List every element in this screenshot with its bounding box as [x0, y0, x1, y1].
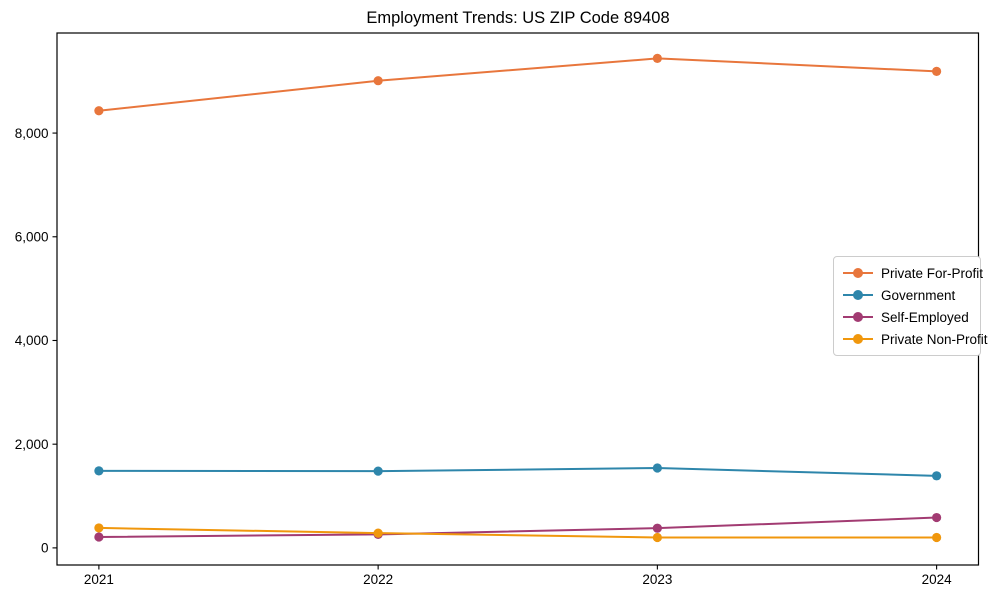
legend-label: Private Non-Profit [881, 331, 988, 347]
data-point [932, 471, 942, 481]
y-tick-label: 0 [41, 541, 49, 556]
series-line [98, 57, 937, 112]
data-point [94, 466, 104, 476]
data-point [373, 76, 383, 86]
legend-swatch-line-dot-icon [843, 334, 873, 344]
data-point [373, 528, 383, 538]
data-point [94, 106, 104, 116]
legend-label: Self-Employed [881, 309, 969, 325]
y-tick-label: 2,000 [15, 437, 49, 452]
data-point [94, 532, 104, 542]
legend-item: Government [843, 284, 972, 306]
x-tick-label: 2024 [922, 572, 953, 587]
legend-item: Self-Employed [843, 306, 972, 328]
y-tick-label: 6,000 [15, 229, 49, 244]
data-point [932, 66, 942, 76]
x-tick-label: 2021 [84, 572, 114, 587]
legend-item: Private For-Profit [843, 262, 983, 284]
legend-swatch-line-dot-icon [843, 312, 873, 322]
data-point [932, 532, 942, 543]
y-tick-label: 4,000 [15, 333, 49, 348]
series-line [98, 526, 937, 539]
series-line [98, 516, 937, 538]
legend: Private For-Profit Government Self-Emplo… [833, 256, 988, 356]
x-tick-label: 2023 [642, 572, 672, 587]
chart-title: Employment Trends: US ZIP Code 89408 [366, 9, 670, 27]
legend-item: Private Non-Profit [843, 328, 988, 350]
data-point [932, 512, 942, 523]
data-point [652, 523, 662, 533]
y-tick-label: 8,000 [15, 126, 49, 141]
x-tick-label: 2022 [363, 572, 393, 587]
legend-label: Private For-Profit [881, 265, 984, 281]
data-point [94, 523, 104, 533]
series-line [98, 467, 937, 477]
data-point [652, 463, 662, 473]
data-point [373, 466, 383, 476]
legend-label: Government [881, 287, 956, 303]
data-point [652, 53, 662, 64]
legend-swatch-line-dot-icon [843, 268, 873, 278]
legend-swatch-line-dot-icon [843, 290, 873, 300]
data-point [652, 532, 662, 543]
